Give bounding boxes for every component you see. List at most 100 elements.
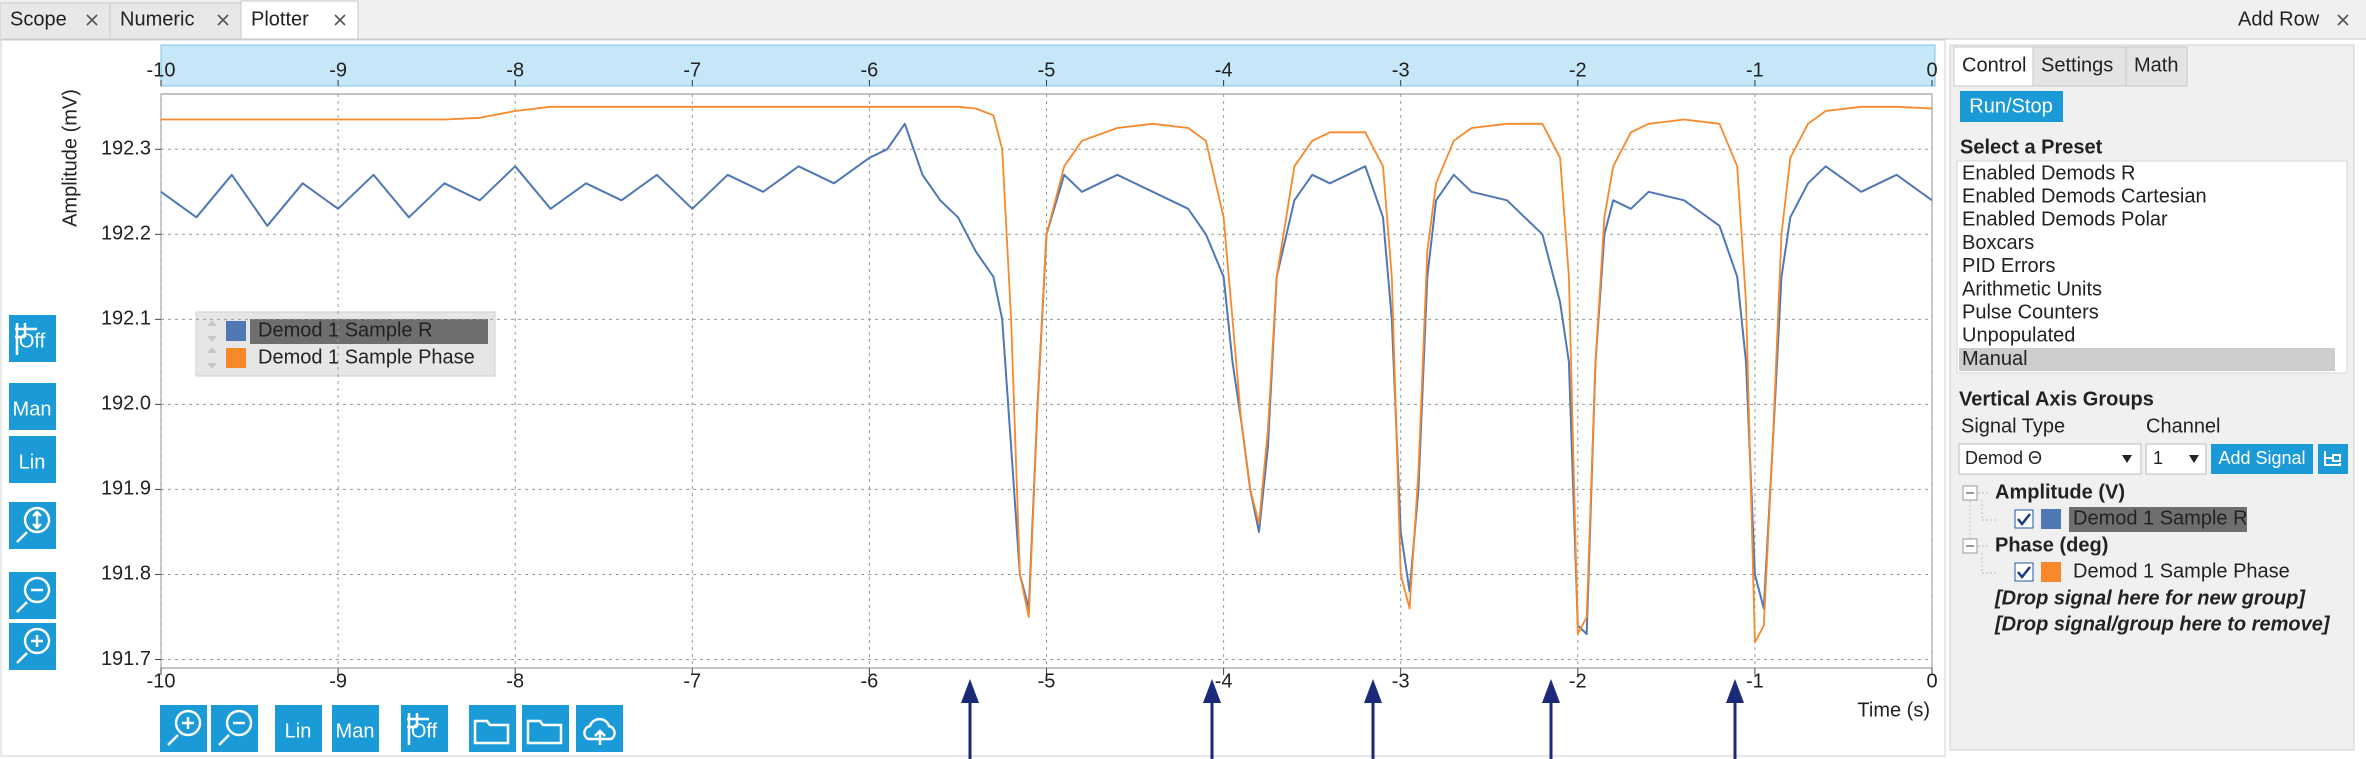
tab-label: Plotter	[251, 8, 309, 30]
legend-label: Demod 1 Sample R	[258, 319, 433, 341]
legend-swatch	[226, 348, 246, 368]
tab-label: Numeric	[120, 8, 194, 30]
signal-type-value: Demod Θ	[1965, 448, 2042, 468]
signal-selected	[2069, 507, 2247, 532]
top-axis-label: -9	[329, 59, 347, 81]
top-axis-label: -4	[1215, 59, 1233, 81]
add-row[interactable]: Add Row	[2238, 8, 2320, 30]
y-tick-label: 192.2	[101, 223, 151, 245]
panel-tab-label: Math	[2134, 54, 2178, 76]
x-tick-label: -5	[1038, 670, 1056, 692]
time-range-bar[interactable]	[160, 44, 1936, 87]
preset-item[interactable]: Enabled Demods Polar	[1962, 209, 2168, 231]
y-tick-label: 191.7	[101, 648, 151, 670]
legend-grip	[207, 320, 217, 369]
annotation-arrows	[961, 679, 1744, 759]
y-tick-label: 191.8	[101, 563, 151, 585]
tab-bar	[0, 0, 2366, 39]
drop-new: [Drop signal here for new group]	[1994, 587, 2306, 609]
channel-value: 1	[2153, 448, 2163, 468]
range-mode-button-label: Man	[336, 720, 375, 742]
y-tick-label: 192.1	[101, 308, 151, 330]
zoom-in-button-icon	[167, 709, 202, 746]
tree-lines	[1969, 492, 1996, 574]
x-tick-label: -8	[506, 670, 524, 692]
top-axis-label: -2	[1569, 59, 1587, 81]
legend-selected	[250, 319, 488, 344]
preset-item[interactable]: Enabled Demods R	[1962, 162, 2135, 184]
save-button-icon	[473, 719, 510, 745]
y-axis-label: Amplitude (mV)	[59, 89, 81, 227]
tab-close[interactable]	[217, 14, 229, 26]
preset-item[interactable]: Unpopulated	[1962, 325, 2075, 347]
signal-type-dropdown[interactable]	[1958, 443, 2142, 475]
x-tick-label: -4	[1215, 670, 1233, 692]
legend-swatch	[226, 321, 246, 341]
x-tick-label: 0	[1926, 670, 1937, 692]
preset-item[interactable]: Boxcars	[1962, 232, 2034, 254]
top-axis-label: -6	[861, 59, 879, 81]
add-signal-label: Add Signal	[2218, 448, 2305, 468]
checkbox[interactable]	[2014, 509, 2034, 529]
preset-item[interactable]: Pulse Counters	[1962, 301, 2099, 323]
tab[interactable]	[240, 0, 359, 40]
tab-close[interactable]	[334, 14, 346, 26]
preset-item[interactable]: PID Errors	[1962, 255, 2055, 277]
grid-button-icon	[407, 713, 429, 745]
top-axis-label: -10	[147, 59, 176, 81]
zoom-in-button-icon	[16, 627, 51, 664]
signal-type-label: Signal Type	[1961, 415, 2065, 437]
tab-label: Scope	[10, 8, 67, 30]
preset-heading: Select a Preset	[1960, 136, 2103, 158]
panel-tab[interactable]	[2032, 46, 2127, 87]
y-tick-label: 192.3	[101, 138, 151, 160]
signal-name[interactable]: Demod 1 Sample R	[2073, 507, 2248, 529]
x-tick-label: -2	[1569, 670, 1587, 692]
tab[interactable]	[109, 2, 242, 40]
grid-button-label: Off	[411, 720, 438, 742]
scale-button[interactable]	[9, 436, 56, 483]
zoom-out-button-icon	[16, 576, 51, 613]
top-axis-label: -8	[506, 59, 524, 81]
group-name: Amplitude (V)	[1995, 481, 2125, 503]
preset-item[interactable]: Enabled Demods Cartesian	[1962, 185, 2207, 207]
add-signal-button[interactable]	[2211, 444, 2313, 474]
checkbox[interactable]	[2014, 562, 2034, 582]
dropdown-arrow	[2189, 455, 2199, 463]
preset-item[interactable]: Arithmetic Units	[1962, 278, 2102, 300]
x-tick-label: -10	[147, 670, 176, 692]
range-mode-button-label: Man	[13, 398, 52, 420]
run-stop-button[interactable]	[1960, 91, 2063, 122]
legend-label: Demod 1 Sample Phase	[258, 346, 475, 368]
preset-selected	[1959, 348, 2335, 371]
panel-tab[interactable]	[1953, 46, 2034, 87]
range-mode-button[interactable]	[332, 705, 379, 752]
y-tick-label: 191.9	[101, 478, 151, 500]
run-stop-label: Run/Stop	[1969, 95, 2052, 117]
signal-name[interactable]: Demod 1 Sample Phase	[2073, 560, 2290, 582]
scale-button-label: Lin	[19, 451, 46, 473]
tab-close[interactable]	[86, 14, 98, 26]
tree-icon	[2324, 451, 2341, 466]
preset-list	[1956, 160, 2348, 374]
axis-groups-heading: Vertical Axis Groups	[1959, 388, 2154, 410]
x-tick-label: -7	[683, 670, 701, 692]
export-button-icon	[526, 719, 563, 745]
channel-label: Channel	[2146, 415, 2221, 437]
panel-tab[interactable]	[2125, 46, 2188, 87]
x-axis-label: Time (s)	[1857, 699, 1930, 721]
grid-button-icon	[15, 323, 37, 355]
preset-item[interactable]: Manual	[1962, 348, 2028, 370]
grid-button-label: Off	[19, 330, 46, 352]
y-tick-label: 192.0	[101, 393, 151, 415]
panel-tab-label: Settings	[2041, 54, 2113, 76]
x-tick-label: -9	[329, 670, 347, 692]
scale-button[interactable]	[275, 705, 322, 752]
top-axis-label: -5	[1038, 59, 1056, 81]
x-tick-label: -1	[1746, 670, 1764, 692]
add-row-close[interactable]	[2337, 14, 2349, 26]
x-tick-label: -6	[861, 670, 879, 692]
range-mode-button[interactable]	[9, 383, 56, 430]
